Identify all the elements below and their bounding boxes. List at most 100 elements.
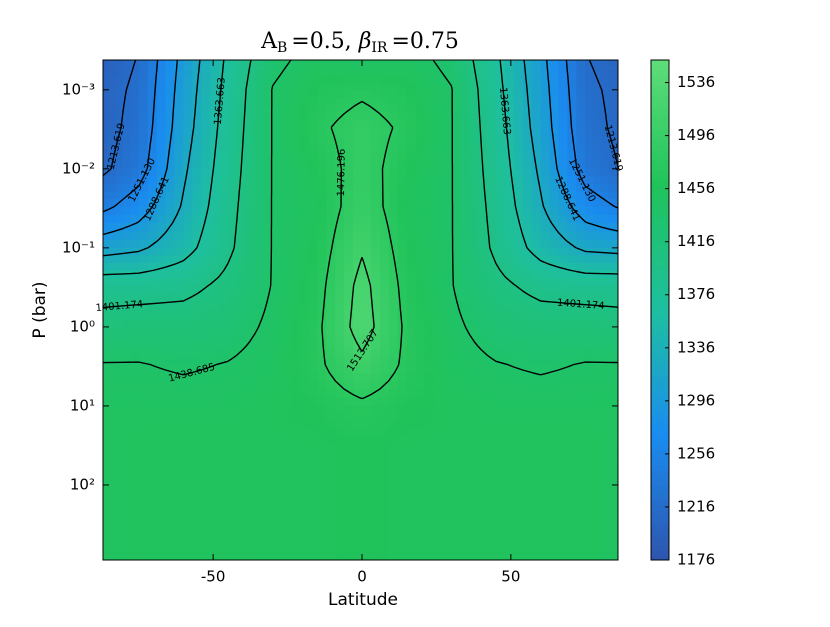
heat-cell bbox=[317, 293, 327, 303]
heat-cell bbox=[361, 476, 372, 486]
heat-cell bbox=[254, 436, 265, 445]
heat-cell bbox=[263, 70, 274, 78]
heat-cell bbox=[174, 460, 184, 470]
heat-cell bbox=[540, 64, 551, 72]
heat-cell bbox=[344, 285, 354, 295]
heat-cell bbox=[504, 349, 515, 358]
heat-cell bbox=[361, 83, 372, 91]
colorbar-strip bbox=[651, 65, 669, 71]
heat-cell bbox=[263, 413, 274, 422]
heat-cell bbox=[174, 381, 184, 390]
heat-cell bbox=[442, 70, 452, 78]
heat-cell bbox=[353, 60, 363, 66]
heat-cell bbox=[600, 428, 610, 437]
heat-cell bbox=[504, 214, 515, 224]
heat-cell bbox=[138, 428, 149, 437]
heat-cell bbox=[290, 77, 301, 85]
heat-cell bbox=[272, 428, 283, 437]
heat-cell bbox=[130, 152, 140, 162]
heat-cell bbox=[236, 198, 247, 208]
heat-cell bbox=[263, 302, 274, 311]
heat-cell bbox=[558, 318, 568, 328]
heat-cell bbox=[540, 428, 551, 437]
heat-cell bbox=[290, 413, 301, 422]
heat-cell bbox=[317, 231, 327, 241]
heat-cell bbox=[228, 231, 238, 241]
heat-cell bbox=[531, 381, 542, 390]
heat-cell bbox=[281, 451, 292, 461]
heat-cell bbox=[335, 460, 345, 470]
heat-cell bbox=[469, 206, 479, 216]
heat-cell bbox=[130, 500, 140, 518]
heat-cell bbox=[317, 255, 327, 264]
heat-cell bbox=[281, 372, 292, 382]
heat-cell bbox=[549, 160, 560, 170]
heat-cell bbox=[174, 357, 184, 366]
heat-cell bbox=[576, 421, 586, 430]
heat-cell bbox=[549, 548, 560, 560]
heat-cell bbox=[165, 436, 176, 445]
heat-cell bbox=[254, 405, 265, 415]
heat-cell bbox=[335, 135, 345, 145]
heat-cell bbox=[228, 89, 238, 98]
colorbar-strip bbox=[651, 285, 669, 291]
heat-cell bbox=[165, 532, 176, 549]
heat-cell bbox=[415, 349, 426, 358]
heat-cell bbox=[513, 104, 524, 114]
heat-cell bbox=[388, 357, 399, 366]
heat-cell bbox=[107, 183, 117, 193]
heat-cell bbox=[406, 460, 417, 470]
heat-cell bbox=[397, 70, 408, 78]
heat-cell bbox=[192, 160, 202, 170]
heat-cell bbox=[103, 247, 109, 256]
colorbar-strip bbox=[651, 245, 669, 251]
heat-cell bbox=[245, 176, 256, 185]
heat-cell bbox=[460, 413, 470, 422]
heat-cell bbox=[469, 548, 479, 560]
heat-cell bbox=[236, 119, 247, 129]
heat-cell bbox=[513, 302, 524, 311]
heat-cell bbox=[138, 451, 149, 461]
heat-cell bbox=[317, 364, 327, 374]
heat-cell bbox=[478, 127, 488, 137]
heat-cell bbox=[353, 334, 363, 343]
heat-cell bbox=[433, 231, 443, 241]
heat-cell bbox=[608, 451, 617, 461]
heat-cell bbox=[388, 436, 399, 445]
heat-cell bbox=[415, 176, 426, 185]
heat-cell bbox=[513, 293, 524, 303]
heat-cell bbox=[558, 206, 568, 216]
heat-cell bbox=[183, 476, 193, 486]
heat-cell bbox=[504, 341, 515, 351]
heat-cell bbox=[388, 97, 399, 106]
heat-cell bbox=[236, 83, 247, 91]
heat-cell bbox=[344, 70, 354, 78]
heat-cell bbox=[424, 160, 435, 170]
heat-cell bbox=[115, 484, 124, 502]
contour-line bbox=[103, 60, 618, 236]
heat-cell bbox=[576, 372, 586, 382]
heat-cell bbox=[138, 436, 149, 445]
heat-cell bbox=[531, 548, 542, 560]
heat-cell bbox=[370, 443, 381, 453]
heat-cell bbox=[424, 119, 435, 129]
heat-cell bbox=[183, 326, 193, 336]
heat-cell bbox=[254, 381, 265, 390]
heat-cell bbox=[451, 381, 461, 390]
heat-cell bbox=[219, 532, 229, 549]
heat-cell bbox=[616, 104, 618, 114]
heat-cell bbox=[469, 451, 479, 461]
colorbar-strip bbox=[651, 445, 669, 451]
heat-cell bbox=[263, 397, 274, 407]
heat-cell bbox=[107, 318, 117, 328]
heat-cell bbox=[424, 318, 435, 328]
heat-cell bbox=[272, 127, 283, 137]
heat-cell bbox=[353, 127, 363, 137]
heat-cell bbox=[299, 135, 310, 145]
heat-cell bbox=[272, 191, 283, 200]
heat-cell bbox=[308, 532, 318, 549]
heat-cell bbox=[123, 476, 132, 486]
heat-cell bbox=[344, 405, 354, 415]
heat-cell bbox=[281, 247, 292, 256]
